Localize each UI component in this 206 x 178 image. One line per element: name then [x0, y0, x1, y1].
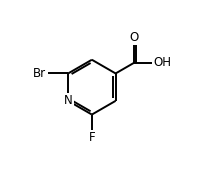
- Text: O: O: [129, 31, 139, 44]
- Text: N: N: [64, 94, 73, 107]
- Text: OH: OH: [153, 56, 171, 69]
- Text: Br: Br: [33, 67, 47, 80]
- Text: F: F: [89, 131, 95, 144]
